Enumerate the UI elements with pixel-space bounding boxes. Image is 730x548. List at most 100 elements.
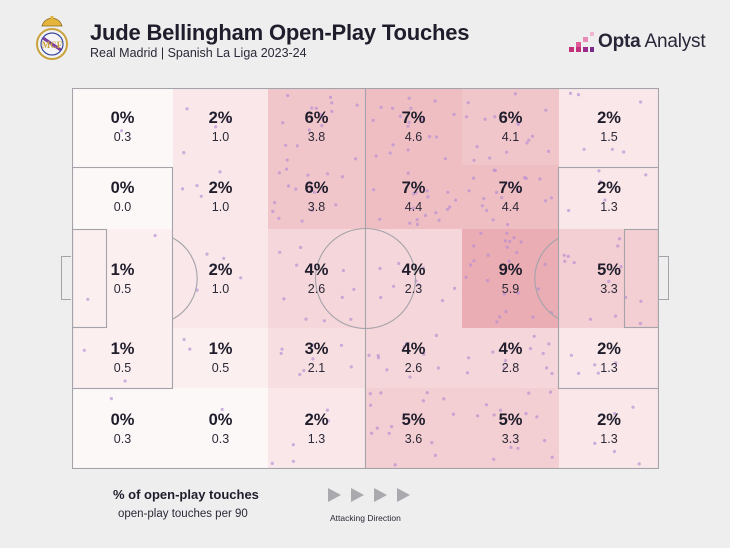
left-goal (61, 256, 71, 300)
touch-dot (448, 205, 452, 209)
touch-dot (349, 317, 353, 321)
zone-per90: 1.3 (307, 431, 326, 446)
touch-dot (378, 266, 382, 271)
touch-dot (639, 299, 643, 303)
zone-per90: 2.6 (307, 281, 326, 296)
zone-percent: 2% (597, 340, 621, 358)
touch-dot (498, 315, 502, 319)
svg-text:MCF: MCF (42, 40, 63, 50)
zone-per90: 2.8 (501, 361, 520, 375)
touch-dot (390, 425, 394, 429)
touch-dot (387, 431, 391, 435)
touch-dot (397, 261, 401, 266)
zone-label: 4% 2.8 (462, 328, 559, 388)
zone-per90: 5.9 (501, 281, 520, 296)
heat-zone-r5-c1 (72, 388, 173, 469)
touch-dot (434, 135, 439, 139)
touch-dot (371, 118, 375, 122)
touch-dot (472, 244, 476, 248)
zone-percent: 5% (498, 410, 523, 429)
touch-dot (295, 144, 299, 148)
touch-dot (195, 184, 199, 188)
touch-dot (543, 262, 547, 266)
touch-dot (486, 253, 490, 257)
heat-zone-r3-c1 (72, 229, 173, 328)
touch-dot (509, 445, 513, 449)
zone-per90: 1.5 (600, 129, 618, 144)
touch-dot (402, 345, 406, 349)
touch-dot (218, 170, 222, 174)
touch-dot (610, 147, 615, 151)
touch-dot (517, 189, 521, 193)
right-goal (659, 256, 669, 300)
pitch-heatmap: 0% 0.3 2% 1.0 6% 3.8 7% 4.6 6% 4.1 2% 1.5 0% 0.0 2% 1.0… (61, 88, 669, 469)
zone-percent: 3% (304, 340, 329, 358)
touch-dot (352, 287, 356, 291)
touch-dot (298, 372, 302, 377)
touch-dot (291, 443, 295, 447)
zone-percent: 4% (401, 260, 426, 279)
touch-dot (549, 196, 553, 200)
zone-per90: 4.6 (404, 129, 423, 144)
zone-per90: 1.3 (600, 431, 618, 446)
touch-dot (563, 259, 567, 263)
touch-dot (465, 115, 469, 119)
left-penalty-arc (172, 237, 198, 320)
zone-label: 7% 4.4 (462, 165, 559, 229)
heat-zone-r2-c2 (173, 165, 268, 229)
touch-dot (550, 455, 554, 459)
zone-percent: 0% (208, 410, 233, 429)
touch-dot (299, 245, 303, 250)
zone-label: 1% 0.5 (173, 328, 268, 388)
page-title: Jude Bellingham Open-Play Touches (90, 20, 470, 45)
zone-percent: 5% (597, 260, 621, 279)
touch-dot (482, 197, 486, 201)
touch-dot (188, 347, 192, 351)
zone-percent: 5% (401, 410, 426, 429)
heat-zone-r2-c4 (365, 165, 462, 229)
touch-dot (285, 158, 289, 162)
touch-dot (374, 154, 378, 158)
zone-percent: 7% (498, 179, 523, 197)
heat-zone-r5-c4 (365, 388, 462, 469)
attacking-direction-label: Attacking Direction (330, 513, 401, 523)
touch-dot (409, 106, 413, 110)
touch-dot (279, 351, 283, 356)
touch-dot (543, 439, 547, 443)
touch-dot (349, 365, 353, 369)
touch-dot (562, 253, 566, 257)
touch-dot (503, 239, 507, 243)
touch-dot (454, 198, 458, 202)
touch-dot (442, 397, 446, 401)
heat-zone-r5-c6 (559, 388, 659, 469)
zone-label: 0% 0.3 (72, 88, 173, 165)
touch-dot (220, 407, 224, 411)
right-penalty-arc (534, 237, 560, 320)
touch-dot (185, 107, 189, 111)
touch-dot (278, 250, 282, 254)
zone-label: 2% 1.3 (268, 388, 365, 469)
touch-dot (433, 453, 437, 457)
touch-dot (325, 172, 330, 176)
heat-zone-r4-c1 (72, 328, 173, 388)
touch-dot (577, 371, 581, 375)
touch-dot (310, 106, 314, 110)
touch-dot (525, 141, 529, 145)
zone-label: 1% 0.5 (72, 328, 173, 388)
touch-dot (222, 256, 226, 260)
heat-zone-r4-c4 (365, 328, 462, 388)
touch-dot (433, 99, 437, 103)
heat-zone-r5-c2 (173, 388, 268, 469)
heat-zone-r5-c3 (268, 388, 365, 469)
touch-dot (282, 297, 286, 301)
zone-percent: 2% (597, 179, 621, 197)
touch-dot (491, 218, 495, 222)
touch-dot (485, 208, 489, 212)
touch-dot (311, 343, 315, 347)
touch-dot (451, 412, 456, 416)
page-subtitle: Real Madrid | Spanish La Liga 2023-24 (90, 46, 307, 60)
touch-dot (524, 412, 528, 416)
touch-dot (479, 231, 483, 235)
legend-secondary: open-play touches per 90 (118, 508, 248, 520)
touch-dot (506, 222, 510, 227)
